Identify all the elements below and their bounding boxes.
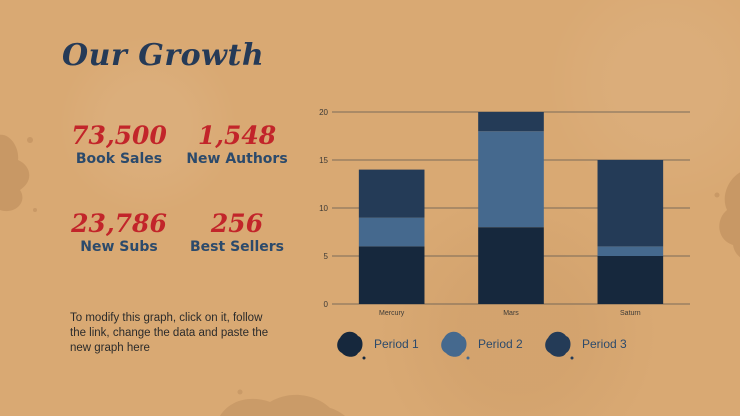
bar-segment xyxy=(478,227,544,304)
stat-book-sales: 73,500 Book Sales xyxy=(49,122,189,168)
bar-segment xyxy=(478,112,544,132)
legend-splat-drop xyxy=(570,356,574,360)
paint-splat-left xyxy=(0,134,37,212)
legend-splat-drop xyxy=(362,356,366,360)
bar-segment xyxy=(358,169,425,218)
paint-splat-bottom xyxy=(220,389,345,416)
page-title: Our Growth xyxy=(62,38,265,73)
x-tick-label: Mars xyxy=(503,310,519,317)
x-tick-label: Saturn xyxy=(620,310,641,317)
stat-value: 1,548 xyxy=(197,121,277,150)
y-tick-label: 20 xyxy=(319,108,328,117)
stat-value: 73,500 xyxy=(71,121,167,150)
x-tick-label: Mercury xyxy=(379,310,405,317)
stat-new-authors: 1,548 New Authors xyxy=(167,122,307,168)
legend-splat-icon xyxy=(545,331,571,357)
legend-splat-icon xyxy=(441,331,467,357)
stat-best-sellers: 256 Best Sellers xyxy=(167,210,307,256)
stat-label: Book Sales xyxy=(75,151,163,167)
stat-label: Best Sellers xyxy=(190,239,284,255)
bar-segment xyxy=(597,246,664,256)
y-tick-label: 10 xyxy=(319,204,328,213)
stat-label: New Authors xyxy=(186,151,288,167)
bar-segment xyxy=(358,246,425,304)
y-tick-label: 5 xyxy=(324,252,329,261)
legend-label: Period 2 xyxy=(478,337,523,351)
stat-value: 23,786 xyxy=(71,209,167,238)
paint-splat-right xyxy=(714,172,740,258)
stat-value: 256 xyxy=(210,209,264,238)
instruction-note: To modify this graph, click on it, follo… xyxy=(70,312,269,354)
bar-segment xyxy=(597,256,664,304)
legend-splat-drop xyxy=(466,356,470,360)
legend-splat-icon xyxy=(337,331,363,357)
bar-segment xyxy=(597,160,664,247)
y-tick-label: 0 xyxy=(324,300,329,309)
stat-new-subs: 23,786 New Subs xyxy=(49,210,189,256)
stacked-bar-chart[interactable]: 0 5 10 15 20 Mercury Mars Saturn Period 1 Period … xyxy=(300,100,720,380)
bar-segment xyxy=(358,217,425,247)
bar-segment xyxy=(478,131,544,228)
stat-label: New Subs xyxy=(80,239,158,255)
y-tick-label: 15 xyxy=(319,156,328,165)
legend-label: Period 1 xyxy=(374,337,419,351)
legend-label: Period 3 xyxy=(582,337,627,351)
